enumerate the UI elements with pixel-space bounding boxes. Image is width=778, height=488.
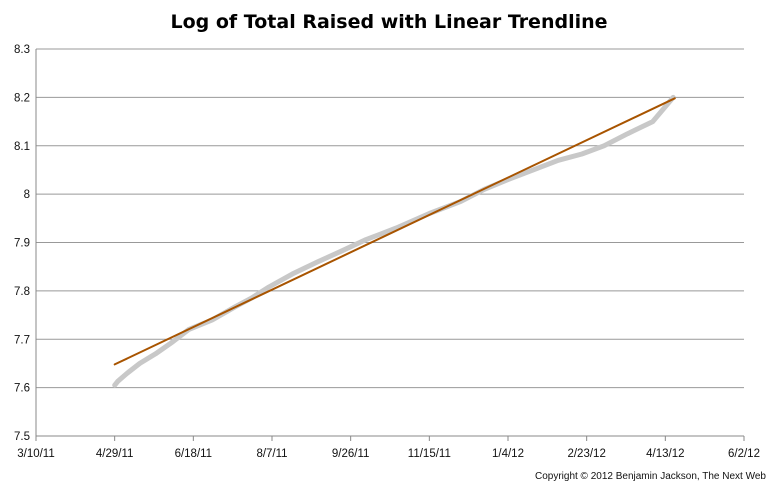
x-tick-label: 2/23/12 [567, 448, 605, 460]
x-axis-tick-labels: 3/10/11 4/29/11 6/18/11 8/7/11 9/26/11 11/15/… [17, 448, 760, 460]
linear-trendline [113, 97, 676, 366]
chart-title: Log of Total Raised with Linear Trendlin… [170, 11, 607, 33]
y-axis-tick-labels: 7.5 7.6 7.7 7.8 7.9 8 8.1 8.2 8.3 [14, 44, 30, 443]
y-tick-label: 8 [24, 189, 30, 201]
gridlines [36, 48, 744, 389]
y-tick-label: 7.6 [14, 383, 30, 395]
y-tick-label: 7.5 [14, 431, 30, 443]
x-tick-label: 6/2/12 [728, 448, 760, 460]
x-tick-label: 8/7/11 [256, 448, 287, 460]
x-tick-label: 4/13/12 [646, 448, 684, 460]
x-tick-label: 3/10/11 [17, 448, 55, 460]
x-tick-label: 6/18/11 [175, 448, 213, 460]
series-layer [112, 94, 676, 388]
x-tick-label: 9/26/11 [332, 448, 370, 460]
y-tick-label: 7.8 [14, 286, 30, 298]
y-tick-label: 8.1 [14, 141, 30, 153]
y-tick-label: 8.2 [14, 92, 30, 104]
log-total-raised-line [112, 94, 676, 388]
x-tick-label: 1/4/12 [492, 448, 524, 460]
y-tick-label: 7.9 [14, 238, 30, 250]
y-tick-label: 8.3 [14, 44, 30, 56]
x-tick-label: 11/15/11 [408, 448, 451, 460]
x-tick-label: 4/29/11 [96, 448, 134, 460]
copyright-text: Copyright © 2012 Benjamin Jackson, The N… [535, 471, 766, 482]
y-tick-label: 7.7 [14, 334, 30, 346]
axes [35, 49, 745, 441]
